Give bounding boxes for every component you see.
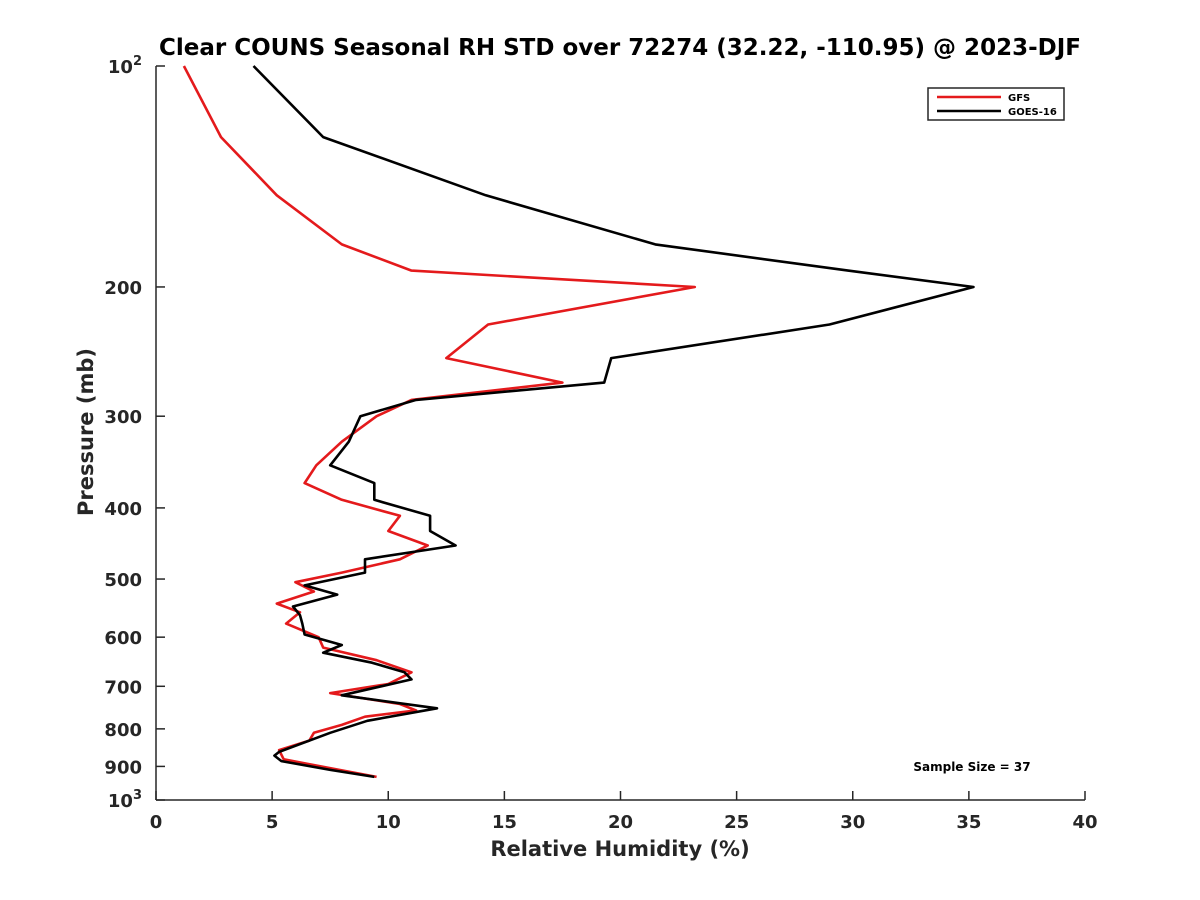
legend-label: GFS [1008,93,1030,104]
x-tick-label: 0 [150,812,163,833]
y-tick-label: 600 [104,628,142,649]
legend-box [927,87,1065,121]
x-tick-label: 5 [266,812,279,833]
x-axis-label: Relative Humidity (%) [490,837,749,861]
y-tick-label: 900 [104,757,142,778]
y-tick-label: 200 [104,278,142,299]
series-line-gfs [182,65,697,779]
chart-title: Clear COUNS Seasonal RH STD over 72274 (… [159,35,1081,61]
y-tick-label: 800 [104,720,142,741]
axes: 0 5 10 15 20 25 30 35 40 102 200 300 400 500 600 700 800… [104,54,1097,833]
legend: GFS GOES-16 [927,87,1065,121]
x-tick-label: 30 [840,812,865,833]
sample-size-annotation: Sample Size = 37 [913,760,1030,774]
y-tick-label: 500 [104,570,142,591]
x-tick-label: 25 [724,812,749,833]
plot-area [182,65,975,779]
y-tick-label: 300 [104,407,142,428]
x-tick-label: 40 [1072,812,1097,833]
y-axis-label: Pressure (mb) [74,348,98,516]
x-tick-label: 35 [956,812,981,833]
y-tick-label: 103 [108,788,142,812]
y-tick-label: 102 [108,54,142,78]
x-tick-label: 10 [376,812,401,833]
legend-label: GOES-16 [1008,107,1057,118]
series-line-goes16 [252,65,975,779]
x-tick-label: 20 [608,812,633,833]
y-tick-label: 400 [104,499,142,520]
y-tick-label: 700 [104,677,142,698]
x-tick-label: 15 [492,812,517,833]
